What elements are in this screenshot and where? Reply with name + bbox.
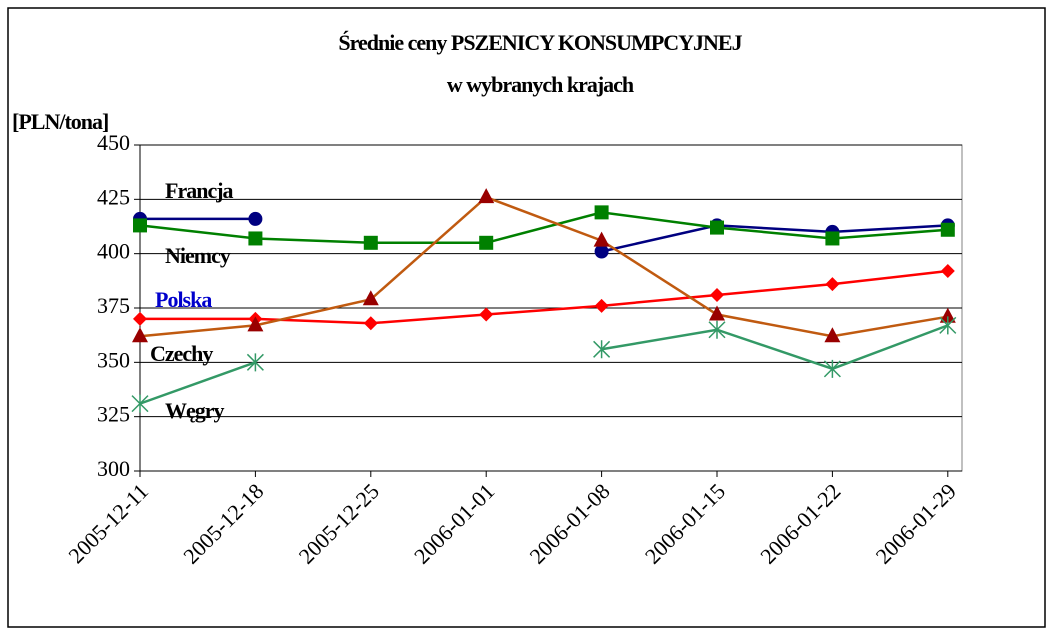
point <box>478 188 495 204</box>
y-tick-label: 450 <box>97 130 130 155</box>
series-line <box>140 217 948 253</box>
y-axis-label: [PLN/tona] <box>12 109 108 134</box>
series-label: Czechy <box>150 341 213 366</box>
point <box>825 277 840 292</box>
y-tick-label: 400 <box>97 239 130 264</box>
point <box>594 205 609 220</box>
point <box>248 231 263 246</box>
series-line <box>139 324 949 405</box>
point <box>248 211 263 226</box>
y-tick-label: 425 <box>97 184 130 209</box>
point <box>825 231 840 246</box>
point <box>824 327 841 343</box>
point <box>246 353 264 372</box>
point <box>132 327 148 343</box>
point <box>709 305 725 321</box>
series-label: Francja <box>165 178 234 203</box>
point <box>940 264 955 279</box>
y-tick-label: 300 <box>97 456 130 481</box>
point <box>133 218 147 233</box>
point <box>710 287 724 302</box>
chart-title: Średnie ceny PSZENICY KONSUMPCYJNEJ <box>338 30 742 55</box>
point <box>479 235 494 250</box>
point <box>594 298 609 313</box>
series-line <box>140 269 948 325</box>
point <box>363 235 378 250</box>
point <box>594 244 609 259</box>
chart-frame <box>7 7 1046 628</box>
point <box>133 311 147 326</box>
point <box>131 394 149 413</box>
y-tick-label: 375 <box>97 293 130 318</box>
point <box>939 316 957 335</box>
point <box>479 307 494 322</box>
chart-title: w wybranych krajach <box>447 72 634 97</box>
y-tick-label: 350 <box>97 347 130 372</box>
series-label: Polska <box>155 287 212 312</box>
point <box>939 307 956 323</box>
series-label: Węgry <box>165 398 225 423</box>
y-tick-label: 325 <box>97 402 130 427</box>
series-line <box>139 195 949 338</box>
point <box>823 359 841 378</box>
point <box>710 220 724 235</box>
point <box>940 222 955 237</box>
series-label: Niemcy <box>165 243 231 268</box>
point <box>593 231 610 247</box>
point <box>708 320 726 339</box>
point <box>362 290 379 306</box>
point <box>247 316 264 332</box>
series-line <box>139 211 948 245</box>
point <box>593 340 611 359</box>
point <box>363 316 378 331</box>
